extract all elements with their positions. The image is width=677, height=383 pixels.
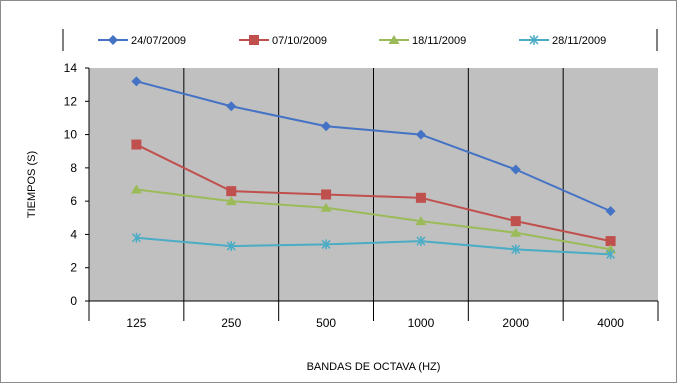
data-point xyxy=(416,236,426,247)
legend-label: 28/11/2009 xyxy=(552,35,606,47)
data-point xyxy=(108,35,118,45)
legend-label: 18/11/2009 xyxy=(412,35,466,47)
axes xyxy=(88,68,659,321)
series-line xyxy=(136,236,611,256)
x-axis-ticks: 125 250 500 1000 2000 4000 xyxy=(126,316,624,330)
data-point xyxy=(131,232,141,243)
data-point xyxy=(415,129,426,140)
series-markers xyxy=(130,76,617,260)
y-tick-label: 4 xyxy=(70,227,77,241)
data-point xyxy=(321,239,331,250)
data-point xyxy=(415,216,427,226)
y-tick-label: 0 xyxy=(70,294,77,308)
data-point xyxy=(510,227,522,237)
data-point xyxy=(510,216,521,227)
data-point xyxy=(321,189,332,200)
series-line xyxy=(136,80,611,213)
series-lines xyxy=(135,80,611,256)
series-line xyxy=(136,188,611,251)
data-point xyxy=(605,206,616,217)
data-point xyxy=(226,186,237,197)
y-tick-label: 2 xyxy=(70,261,77,275)
y-tick-label: 10 xyxy=(64,128,78,142)
legend-label: 07/10/2009 xyxy=(272,35,327,47)
data-point xyxy=(605,236,616,247)
x-tick-label: 250 xyxy=(221,316,241,330)
x-tick-label: 2000 xyxy=(502,316,529,330)
data-point xyxy=(249,35,259,45)
legend-label: 24/07/2009 xyxy=(131,35,186,47)
x-tick-label: 500 xyxy=(316,316,336,330)
data-point xyxy=(529,35,539,45)
data-point xyxy=(388,35,400,44)
data-point xyxy=(226,101,237,112)
x-tick-label: 125 xyxy=(126,316,146,330)
data-point xyxy=(130,184,142,194)
data-point xyxy=(226,241,236,252)
data-point xyxy=(320,202,332,212)
y-tick-label: 6 xyxy=(70,194,77,208)
legend: 24/07/2009 07/10/2009 18/11/2009 28/11/2009 xyxy=(62,29,658,51)
data-point xyxy=(606,249,616,260)
series-line xyxy=(135,143,611,243)
data-point xyxy=(510,164,521,175)
y-tick-label: 14 xyxy=(64,61,78,75)
data-point xyxy=(131,139,142,150)
y-axis-title: TIEMPOS (S) xyxy=(26,151,38,218)
x-tick-label: 4000 xyxy=(597,316,624,330)
y-tick-label: 12 xyxy=(64,94,78,108)
x-axis-title: BANDAS DE OCTAVA (HZ) xyxy=(307,361,441,373)
data-point xyxy=(511,244,521,255)
y-tick-label: 8 xyxy=(70,161,77,175)
x-tick-label: 1000 xyxy=(408,316,435,330)
data-point xyxy=(225,196,237,206)
data-point xyxy=(131,76,142,87)
data-point xyxy=(321,121,332,132)
y-axis-ticks: 0 2 4 6 8 10 12 14 xyxy=(64,61,89,308)
data-point xyxy=(415,192,426,203)
